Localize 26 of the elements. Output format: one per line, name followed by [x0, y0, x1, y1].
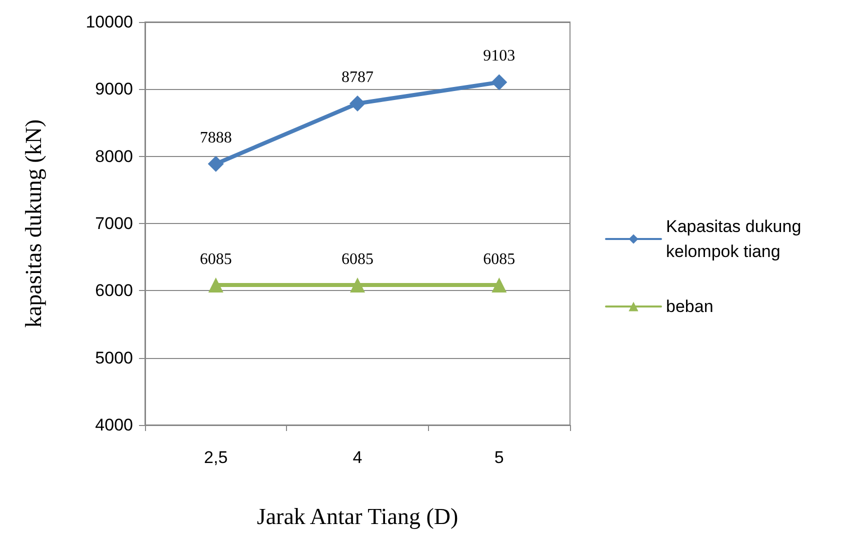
data-label: 8787	[342, 68, 374, 86]
x-axis-title: Jarak Antar Tiang (D)	[256, 504, 458, 529]
y-axis-title: kapasitas dukung (kN)	[21, 119, 46, 328]
y-tick-label: 4000	[95, 416, 133, 434]
x-tick-label: 4	[352, 448, 362, 467]
point	[491, 74, 508, 90]
legend-label: Kapasitas dukung kelompok tiang	[666, 217, 806, 261]
x-tick-label: 2,5	[204, 448, 228, 467]
data-label: 6085	[483, 250, 516, 268]
legend-label: beban	[666, 297, 714, 316]
point	[350, 95, 366, 112]
data-label: 6085	[342, 250, 374, 268]
data-label: 9103	[483, 48, 516, 65]
point	[492, 277, 507, 292]
y-tick-label: 8000	[95, 146, 133, 166]
y-tick-label: 7000	[95, 214, 133, 233]
y-tick-label: 6000	[95, 281, 133, 300]
data-label: 6085	[200, 250, 232, 268]
data-label: 7888	[200, 129, 232, 146]
point	[208, 277, 224, 292]
y-tick-label: 5000	[95, 348, 133, 368]
y-tick-label: 9000	[95, 80, 133, 99]
point	[208, 156, 224, 172]
y-tick-label: 10000	[86, 12, 133, 32]
x-tick-label: 5	[494, 448, 504, 467]
point	[350, 277, 365, 292]
